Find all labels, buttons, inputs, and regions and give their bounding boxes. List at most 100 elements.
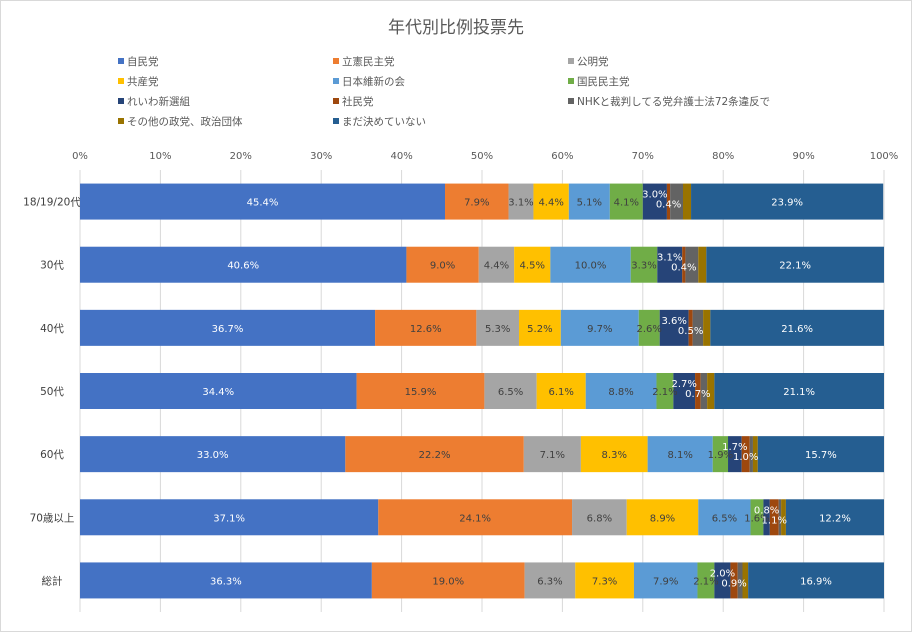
data-label: 6.1%: [548, 387, 573, 398]
data-label: 45.4%: [247, 198, 279, 209]
bar-segment: [484, 373, 537, 409]
bar-segment: [518, 309, 561, 346]
data-label: 0.5%: [678, 326, 703, 337]
bar-segment: [80, 499, 379, 536]
bar-segment: [700, 373, 708, 409]
data-label: 8.8%: [608, 387, 633, 398]
bar-segment: [741, 436, 750, 473]
bar-segment: [685, 246, 699, 283]
data-label: 19.0%: [432, 576, 464, 587]
data-label: 3.3%: [631, 261, 656, 272]
legend-entry: 国民民主党: [577, 75, 630, 88]
data-label: 36.3%: [210, 576, 242, 587]
bar-segment: [533, 183, 569, 220]
bar-segment: [750, 499, 764, 536]
legend-entry: 自民党: [127, 55, 159, 68]
bar-segment: [638, 309, 660, 346]
bar-segment: [642, 183, 667, 220]
x-tick-label: 10%: [149, 151, 171, 162]
data-label: 21.1%: [783, 387, 815, 398]
data-label: 7.9%: [653, 576, 678, 587]
data-label: 0.8%: [754, 505, 779, 516]
bars: [80, 183, 884, 599]
bar-segment: [568, 183, 610, 220]
x-tick-label: 50%: [471, 151, 493, 162]
data-label: 6.5%: [498, 387, 523, 398]
bar-segment: [476, 309, 519, 346]
bar-segment: [406, 246, 479, 283]
data-label: 1.0%: [733, 452, 758, 463]
bar-segment: [80, 183, 446, 220]
x-tick-label: 90%: [792, 151, 814, 162]
category-label: 50代: [40, 386, 64, 398]
data-label: 0.7%: [685, 389, 710, 400]
data-label: 37.1%: [213, 513, 245, 524]
data-label: 8.3%: [602, 450, 627, 461]
bar-segment: [345, 436, 524, 473]
data-label: 3.6%: [661, 316, 686, 327]
bar-segment: [683, 183, 692, 220]
x-tick-label: 80%: [712, 151, 734, 162]
data-label: 24.1%: [459, 513, 491, 524]
bar-segment: [536, 373, 586, 409]
data-label: 4.4%: [484, 261, 509, 272]
data-label: 22.2%: [419, 450, 451, 461]
bar-segment: [356, 373, 485, 409]
data-label: 0.4%: [656, 200, 681, 211]
bar-segment: [673, 373, 696, 409]
x-tick-label: 30%: [310, 151, 332, 162]
bar-segment: [698, 246, 707, 283]
data-label: 16.9%: [800, 576, 832, 587]
data-label: 6.3%: [537, 576, 562, 587]
legend-swatch: [118, 98, 124, 104]
legend-entry: 日本維新の会: [342, 75, 405, 88]
data-label: 3.0%: [642, 190, 667, 201]
data-label: 5.2%: [527, 324, 552, 335]
x-tick-label: 60%: [551, 151, 573, 162]
data-label: 0.4%: [671, 263, 696, 274]
x-tick-label: 70%: [632, 151, 654, 162]
data-label: 7.9%: [464, 198, 489, 209]
bar-segment: [524, 562, 576, 599]
bar-segment: [688, 309, 693, 346]
data-label: 4.1%: [614, 198, 639, 209]
data-label: 22.1%: [779, 261, 811, 272]
bar-segment: [575, 562, 634, 599]
data-label: 9.7%: [587, 324, 612, 335]
data-label: 2.0%: [710, 568, 735, 579]
bar-segment: [478, 246, 515, 283]
data-label: 21.6%: [781, 324, 813, 335]
data-label: 3.1%: [657, 253, 682, 264]
data-label: 1.7%: [722, 442, 747, 453]
data-label: 5.1%: [577, 198, 602, 209]
bar-segment: [580, 436, 648, 473]
legend-swatch: [568, 98, 574, 104]
data-label: 6.8%: [587, 513, 612, 524]
legend-swatch: [568, 58, 574, 64]
data-labels: 45.4% 7.9% 3.1% 4.4% 5.1% 4.1%3.0%0.4% 23.9%40…: [197, 190, 851, 590]
bar-segment: [707, 373, 715, 409]
bar-segment: [712, 436, 729, 473]
chart-title: 年代別比例投票先: [388, 18, 524, 38]
legend-swatch: [118, 118, 124, 124]
bar-segment: [514, 246, 551, 283]
bar-segment: [769, 499, 779, 536]
data-label: 10.0%: [575, 261, 607, 272]
category-label: 30代: [40, 260, 64, 272]
legend-swatch: [333, 98, 339, 104]
bar-segment: [523, 436, 581, 473]
bar-segment: [585, 373, 657, 409]
data-label: 1.6%: [744, 513, 769, 524]
data-label: 2.1%: [693, 576, 718, 587]
bar-segment: [763, 499, 770, 536]
bar-segment: [785, 499, 884, 536]
bar-segment: [691, 183, 884, 220]
legend-swatch: [333, 118, 339, 124]
bar-segment: [666, 183, 671, 220]
x-tick-label: 20%: [230, 151, 252, 162]
category-label: 70歳以上: [30, 512, 75, 524]
category-label: 60代: [40, 449, 64, 461]
bar-segment: [757, 436, 884, 473]
data-label: 12.6%: [410, 324, 442, 335]
